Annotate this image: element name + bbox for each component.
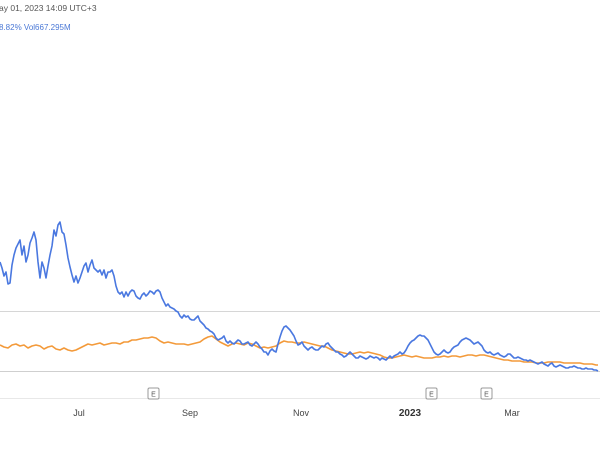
vol-label: Vol [23,23,36,32]
event-marker-label: E [484,392,489,399]
x-tick-label: Jul [73,408,85,418]
event-marker-box [425,387,438,400]
event-marker[interactable]: E [480,387,493,400]
event-marker-label: E [429,392,434,399]
event-marker-box [147,387,160,400]
event-marker-label: E [151,392,156,399]
vol-value: 667.295M [35,23,71,32]
change-percent: 8.82% [0,23,22,32]
series-line-secondary [0,335,598,366]
date-label: ay 01, 2023 14:09 UTC+3 [0,3,97,13]
event-marker-box [480,387,493,400]
stats-line: 8.82% Vol667.295M [0,23,71,32]
series-line-primary [0,221,599,372]
x-tick-label: Nov [293,408,310,418]
event-marker[interactable]: E [425,387,438,400]
series-layer [0,221,599,372]
event-marker[interactable]: E [147,387,160,400]
x-tick-label: Sep [182,408,198,418]
x-tick-label: 2023 [399,408,422,419]
chart-header: ay 01, 2023 14:09 UTC+3 8.82% Vol667.295… [0,0,600,36]
x-tick-label: Mar [504,408,520,418]
